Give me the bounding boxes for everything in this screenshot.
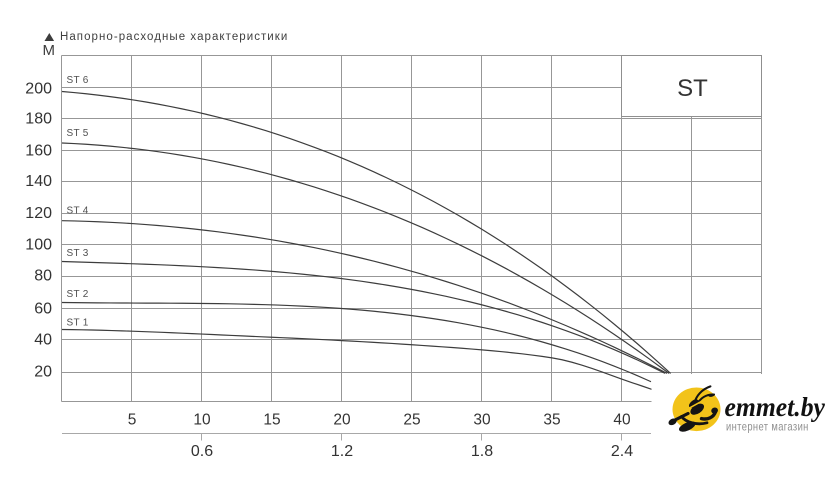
svg-text:35: 35	[543, 411, 560, 428]
svg-text:40: 40	[34, 332, 52, 349]
svg-text:10: 10	[193, 411, 211, 428]
svg-text:15: 15	[263, 411, 280, 428]
svg-text:ST 3: ST 3	[67, 248, 89, 259]
svg-text:60: 60	[34, 300, 52, 317]
svg-text:М: М	[43, 42, 56, 59]
svg-text:180: 180	[25, 111, 52, 128]
svg-text:ST: ST	[677, 75, 708, 102]
svg-text:ST 2: ST 2	[67, 289, 89, 300]
svg-text:20: 20	[34, 364, 52, 381]
svg-text:20: 20	[333, 411, 351, 428]
svg-text:200: 200	[25, 81, 52, 98]
svg-text:100: 100	[25, 237, 52, 254]
svg-text:ST 6: ST 6	[67, 75, 89, 86]
svg-text:2.4: 2.4	[611, 443, 633, 460]
svg-text:0.6: 0.6	[191, 443, 213, 460]
svg-text:5: 5	[128, 411, 137, 428]
svg-text:25: 25	[403, 411, 420, 428]
svg-text:40: 40	[613, 411, 631, 428]
svg-text:30: 30	[473, 411, 491, 428]
svg-text:1.8: 1.8	[471, 443, 493, 460]
svg-text:ST 1: ST 1	[67, 317, 89, 328]
svg-text:140: 140	[25, 173, 52, 190]
svg-text:ST 5: ST 5	[67, 128, 89, 139]
svg-text:80: 80	[34, 268, 52, 285]
svg-text:1.2: 1.2	[331, 443, 353, 460]
svg-text:120: 120	[25, 205, 52, 222]
svg-text:интернет магазин: интернет магазин	[726, 420, 809, 433]
svg-text:emmet.by: emmet.by	[725, 392, 826, 422]
svg-text:ST 4: ST 4	[67, 206, 89, 217]
svg-text:160: 160	[25, 142, 52, 159]
svg-text:Напорно-расходные характеристи: Напорно-расходные характеристики	[60, 31, 288, 43]
